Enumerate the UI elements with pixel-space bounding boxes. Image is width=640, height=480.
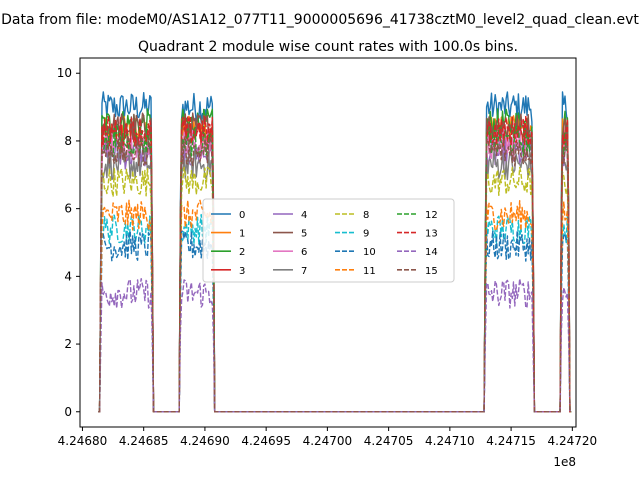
series-14-line — [98, 278, 572, 413]
figure-suptitle: Data from file: modeM0/AS1A12_077T11_900… — [1, 12, 639, 28]
y-tick-label: 6 — [64, 202, 72, 216]
legend-label-13: 13 — [425, 229, 438, 240]
x-tick-label: 4.24720 — [548, 434, 598, 448]
x-tick-label: 4.24690 — [180, 434, 230, 448]
legend-label-5: 5 — [301, 229, 307, 240]
y-axis: 0 2 4 6 8 10 — [57, 66, 80, 419]
x-tick-label: 4.24695 — [241, 434, 291, 448]
legend-label-9: 9 — [363, 229, 369, 240]
legend-label-7: 7 — [301, 266, 307, 277]
series-15-line — [98, 135, 572, 413]
legend-label-8: 8 — [363, 210, 369, 221]
y-tick-label: 10 — [57, 66, 72, 80]
legend-label-1: 1 — [239, 229, 245, 240]
series-layer — [98, 91, 572, 413]
x-tick-label: 4.24685 — [119, 434, 169, 448]
legend-label-4: 4 — [301, 210, 307, 221]
legend-label-3: 3 — [239, 266, 245, 277]
x-tick-label: 4.24705 — [364, 434, 414, 448]
y-tick-label: 4 — [64, 269, 72, 283]
legend-label-15: 15 — [425, 266, 438, 277]
plot-area-frame — [79, 57, 577, 428]
x-tick-label: 4.24700 — [303, 434, 353, 448]
x-axis-offset-text: 1e8 — [553, 455, 576, 469]
x-tick-label: 4.24680 — [58, 434, 108, 448]
x-tick-label: 4.24715 — [486, 434, 536, 448]
legend-label-14: 14 — [425, 247, 438, 258]
y-tick-label: 2 — [64, 337, 72, 351]
legend-label-12: 12 — [425, 210, 438, 221]
legend-label-6: 6 — [301, 247, 307, 258]
legend-label-0: 0 — [239, 210, 245, 221]
legend-label-11: 11 — [363, 266, 376, 277]
legend-box — [202, 198, 455, 283]
x-axis: 4.24680 4.24685 4.24690 4.24695 4.24700 4.247… — [58, 427, 598, 448]
y-tick-label: 0 — [64, 405, 72, 419]
x-tick-label: 4.24710 — [425, 434, 475, 448]
y-tick-label: 8 — [64, 134, 72, 148]
legend-label-2: 2 — [239, 247, 245, 258]
chart-title: Quadrant 2 module wise count rates with … — [138, 39, 518, 55]
legend-label-10: 10 — [363, 247, 376, 258]
